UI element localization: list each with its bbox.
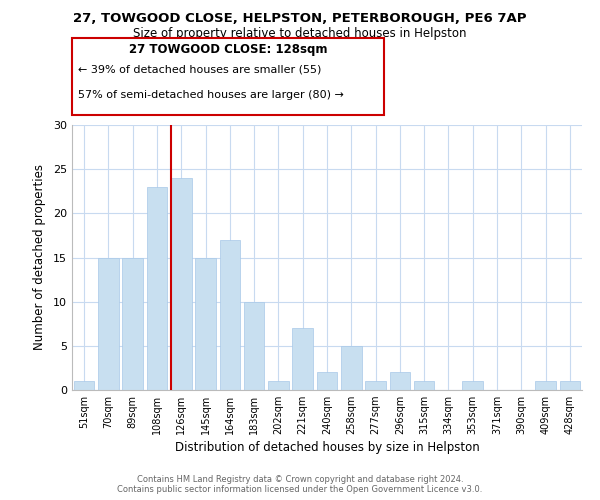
Bar <box>98 258 119 390</box>
Text: Contains HM Land Registry data © Crown copyright and database right 2024.: Contains HM Land Registry data © Crown c… <box>137 475 463 484</box>
Y-axis label: Number of detached properties: Number of detached properties <box>33 164 46 350</box>
X-axis label: Distribution of detached houses by size in Helpston: Distribution of detached houses by size … <box>175 442 479 454</box>
Text: 57% of semi-detached houses are larger (80) →: 57% of semi-detached houses are larger (… <box>78 90 344 100</box>
Bar <box>268 381 289 390</box>
Bar <box>463 381 483 390</box>
Bar <box>365 381 386 390</box>
Text: 27 TOWGOOD CLOSE: 128sqm: 27 TOWGOOD CLOSE: 128sqm <box>129 44 327 57</box>
Bar <box>292 328 313 390</box>
Bar <box>414 381 434 390</box>
Bar <box>195 258 216 390</box>
Text: ← 39% of detached houses are smaller (55): ← 39% of detached houses are smaller (55… <box>78 65 322 75</box>
Bar <box>560 381 580 390</box>
Bar <box>244 302 265 390</box>
Bar <box>317 372 337 390</box>
Bar <box>389 372 410 390</box>
Bar <box>535 381 556 390</box>
Bar <box>341 346 362 390</box>
Bar <box>220 240 240 390</box>
Text: 27, TOWGOOD CLOSE, HELPSTON, PETERBOROUGH, PE6 7AP: 27, TOWGOOD CLOSE, HELPSTON, PETERBOROUG… <box>73 12 527 26</box>
Bar <box>74 381 94 390</box>
Text: Size of property relative to detached houses in Helpston: Size of property relative to detached ho… <box>133 28 467 40</box>
Bar <box>146 187 167 390</box>
Bar <box>122 258 143 390</box>
Text: Contains public sector information licensed under the Open Government Licence v3: Contains public sector information licen… <box>118 485 482 494</box>
Bar <box>171 178 191 390</box>
